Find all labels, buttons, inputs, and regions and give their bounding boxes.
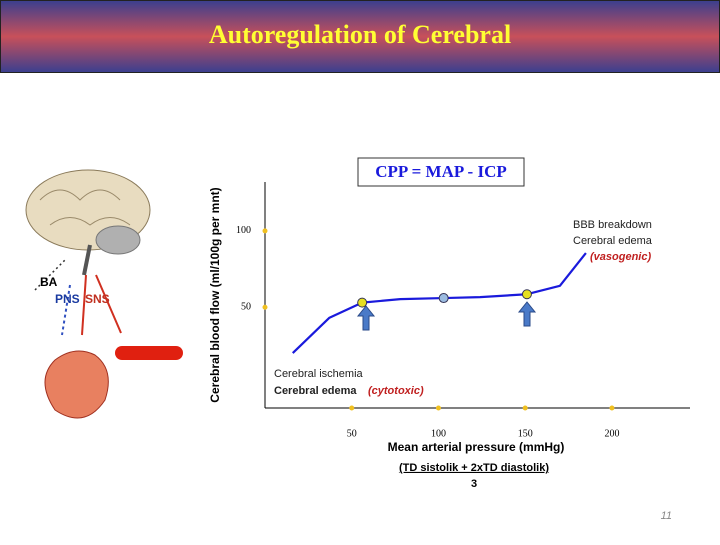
x-tick (522, 405, 528, 411)
formula-box (357, 157, 525, 187)
x-axis-label: Mean arterial pressure (mmHg) (388, 440, 565, 454)
annotation: BBB breakdown (573, 219, 652, 231)
point (438, 293, 449, 304)
annotation: Cerebral edema (274, 385, 357, 397)
point (521, 289, 532, 300)
label-ba: BA (40, 275, 58, 289)
x-tick-label: 200 (604, 428, 619, 439)
label-pns: PNS (55, 292, 80, 306)
annotation: Cerebral edema (573, 235, 653, 247)
y-tick (262, 304, 268, 310)
x-tick-label: 50 (347, 428, 357, 439)
x-tick (609, 405, 615, 411)
annotation: (cytotoxic) (368, 385, 424, 397)
x-tick-label: 100 (431, 428, 446, 439)
header-bar (0, 0, 720, 73)
arrow (356, 305, 376, 331)
x-sublabel-denominator: 3 (471, 478, 477, 490)
label-sns: SNS (85, 292, 110, 306)
y-tick (262, 228, 268, 234)
slide-title: Autoregulation of Cerebral (209, 20, 511, 49)
illustration: BA PNS SNS (25, 169, 183, 419)
page-number: 11 (661, 510, 672, 522)
point (357, 297, 368, 308)
y-tick-label: 50 (241, 302, 251, 313)
x-sublabel: (TD sistolik + 2xTD diastolik) (399, 462, 549, 474)
arrow (517, 301, 537, 327)
curve (291, 252, 587, 354)
y-tick-label: 100 (236, 225, 251, 236)
x-tick-label: 150 (518, 428, 533, 439)
x-tick (349, 405, 355, 411)
formula: CPP = MAP - ICP (375, 162, 507, 181)
y-axis-label: Cerebral blood flow (ml/100g per mnt) (208, 187, 222, 402)
annotation: Cerebral ischemia (274, 368, 364, 380)
annotation: (vasogenic) (590, 251, 651, 263)
x-tick (435, 405, 441, 411)
